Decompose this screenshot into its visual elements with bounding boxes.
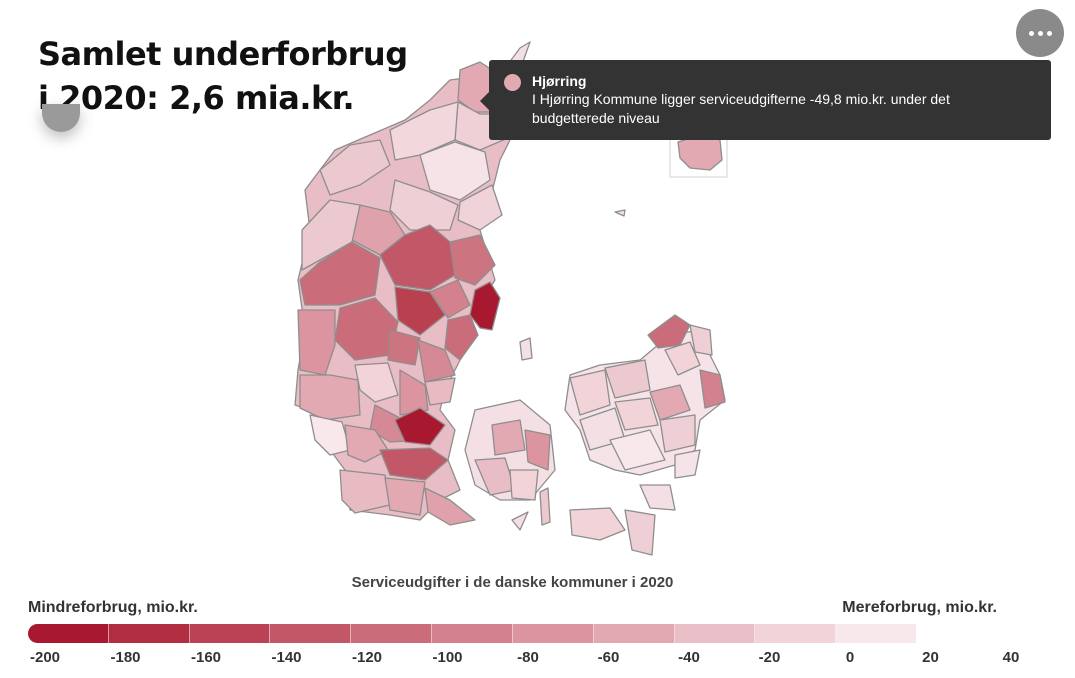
municipality-hedensted[interactable] — [399, 369, 429, 416]
legend-left-label: Mindreforbrug, mio.kr. — [28, 599, 198, 616]
tooltip-title: Hjørring — [532, 73, 587, 89]
legend-segment — [108, 624, 190, 643]
municipality-varde[interactable] — [299, 374, 361, 421]
legend-tick-label: 20 — [922, 649, 939, 666]
legend-tick-label: -120 — [351, 649, 383, 666]
legend-segment — [28, 624, 109, 643]
municipality-naestved[interactable] — [609, 429, 666, 471]
municipality-nyborg[interactable] — [524, 429, 551, 471]
legend-segment — [593, 624, 675, 643]
legend-tick-label: -100 — [432, 649, 463, 666]
municipality-hilleroed[interactable] — [664, 341, 701, 376]
municipality-roskilde[interactable] — [649, 384, 691, 421]
legend-tick-label: -160 — [190, 649, 222, 666]
legend-segment — [432, 624, 513, 643]
legend-tick-label: 0 — [845, 649, 855, 666]
municipality-aalborg[interactable] — [419, 141, 491, 201]
municipality-mariagerfjord[interactable] — [457, 184, 503, 231]
municipality-stevns[interactable] — [674, 449, 701, 479]
more-options-button[interactable] — [1016, 9, 1064, 57]
legend-segment — [836, 624, 916, 643]
municipality-haderslev[interactable] — [379, 447, 449, 481]
municipality-gribskov[interactable] — [689, 324, 713, 356]
municipality-vejen[interactable] — [344, 424, 389, 463]
legend-segment — [674, 624, 756, 643]
legend-tick-label: -40 — [678, 649, 700, 666]
legend-tick-label: -80 — [517, 649, 539, 666]
municipality-holstebro[interactable] — [299, 241, 381, 306]
municipality-holbaek[interactable] — [604, 359, 651, 399]
tooltip-body: I Hjørring Kommune ligger serviceudgifte… — [532, 91, 950, 126]
headline: Samlet underforbrug i 2020: 2,6 mia.kr. — [38, 32, 408, 120]
partial-button — [42, 104, 80, 132]
municipality-skanderborg[interactable] — [417, 339, 456, 383]
legend-segment — [189, 624, 271, 643]
headline-line-1: Samlet underforbrug — [38, 35, 408, 73]
map-caption: Serviceudgifter i de danske kommuner i 2… — [351, 574, 674, 591]
municipality-toender[interactable] — [339, 469, 391, 514]
legend-tick-label: -140 — [271, 649, 302, 666]
municipality-randers[interactable] — [449, 234, 496, 286]
municipality-silkeborg[interactable] — [394, 286, 446, 336]
denmark-map[interactable] — [280, 30, 760, 575]
municipality-tooltip: Hjørring I Hjørring Kommune ligger servi… — [480, 60, 1051, 140]
legend-tick-label: -60 — [597, 649, 620, 666]
legend-segment — [755, 624, 837, 643]
legend-segment — [351, 624, 433, 643]
municipality-halsnaes[interactable] — [647, 314, 691, 349]
municipality-vordingborg[interactable] — [639, 484, 676, 511]
municipality-billund[interactable] — [354, 362, 399, 403]
municipality-vesthimmerland[interactable] — [389, 179, 459, 231]
municipality-soenderborg[interactable] — [424, 487, 476, 526]
municipality-aarhus[interactable] — [444, 314, 479, 361]
municipality-aabenraa[interactable] — [384, 477, 426, 516]
municipality-favrskov[interactable] — [429, 279, 471, 319]
legend-ticks: -200 -180 -160 -140 -120 -100 -80 -60 -40 -20 0 20 4… — [0, 649, 1075, 669]
island-aeroe[interactable] — [511, 511, 529, 531]
municipality-ikast[interactable] — [387, 329, 421, 366]
municipality-lolland[interactable] — [569, 507, 626, 541]
municipality-ringkoebing[interactable] — [297, 309, 336, 376]
island-samsoe[interactable] — [519, 337, 533, 361]
municipality-thisted[interactable] — [319, 139, 391, 196]
municipality-ringsted[interactable] — [614, 397, 659, 431]
municipality-copenhagen[interactable] — [699, 369, 726, 409]
tooltip-color-swatch — [504, 74, 521, 91]
legend-segment — [270, 624, 352, 643]
legend-segment — [512, 624, 594, 643]
municipality-horsens[interactable] — [424, 377, 456, 406]
municipality-jammerbugt[interactable] — [389, 101, 459, 161]
municipality-esbjerg[interactable] — [309, 414, 351, 456]
municipality-kolding[interactable] — [394, 407, 446, 446]
municipality-kalundborg[interactable] — [569, 369, 611, 416]
island-anholt[interactable] — [614, 209, 626, 217]
headline-line-2: i 2020: 2,6 mia.kr. — [38, 79, 355, 117]
municipality-guldborgsund[interactable] — [624, 509, 656, 556]
municipality-odense[interactable] — [491, 419, 526, 456]
legend-right-label: Mereforbrug, mio.kr. — [842, 599, 997, 616]
legend-tick-label: -20 — [758, 649, 781, 666]
legend-tick-label: -180 — [110, 649, 141, 666]
island-langeland[interactable] — [539, 487, 551, 526]
legend-tick-label: -200 — [29, 649, 61, 666]
more-horizontal-icon — [1028, 30, 1052, 36]
color-legend-bar — [28, 624, 916, 643]
municipality-koege[interactable] — [659, 414, 696, 453]
municipality-svendborg[interactable] — [509, 469, 539, 501]
municipality-bornholm[interactable] — [677, 134, 723, 171]
legend-tick-label: 40 — [1002, 649, 1020, 666]
